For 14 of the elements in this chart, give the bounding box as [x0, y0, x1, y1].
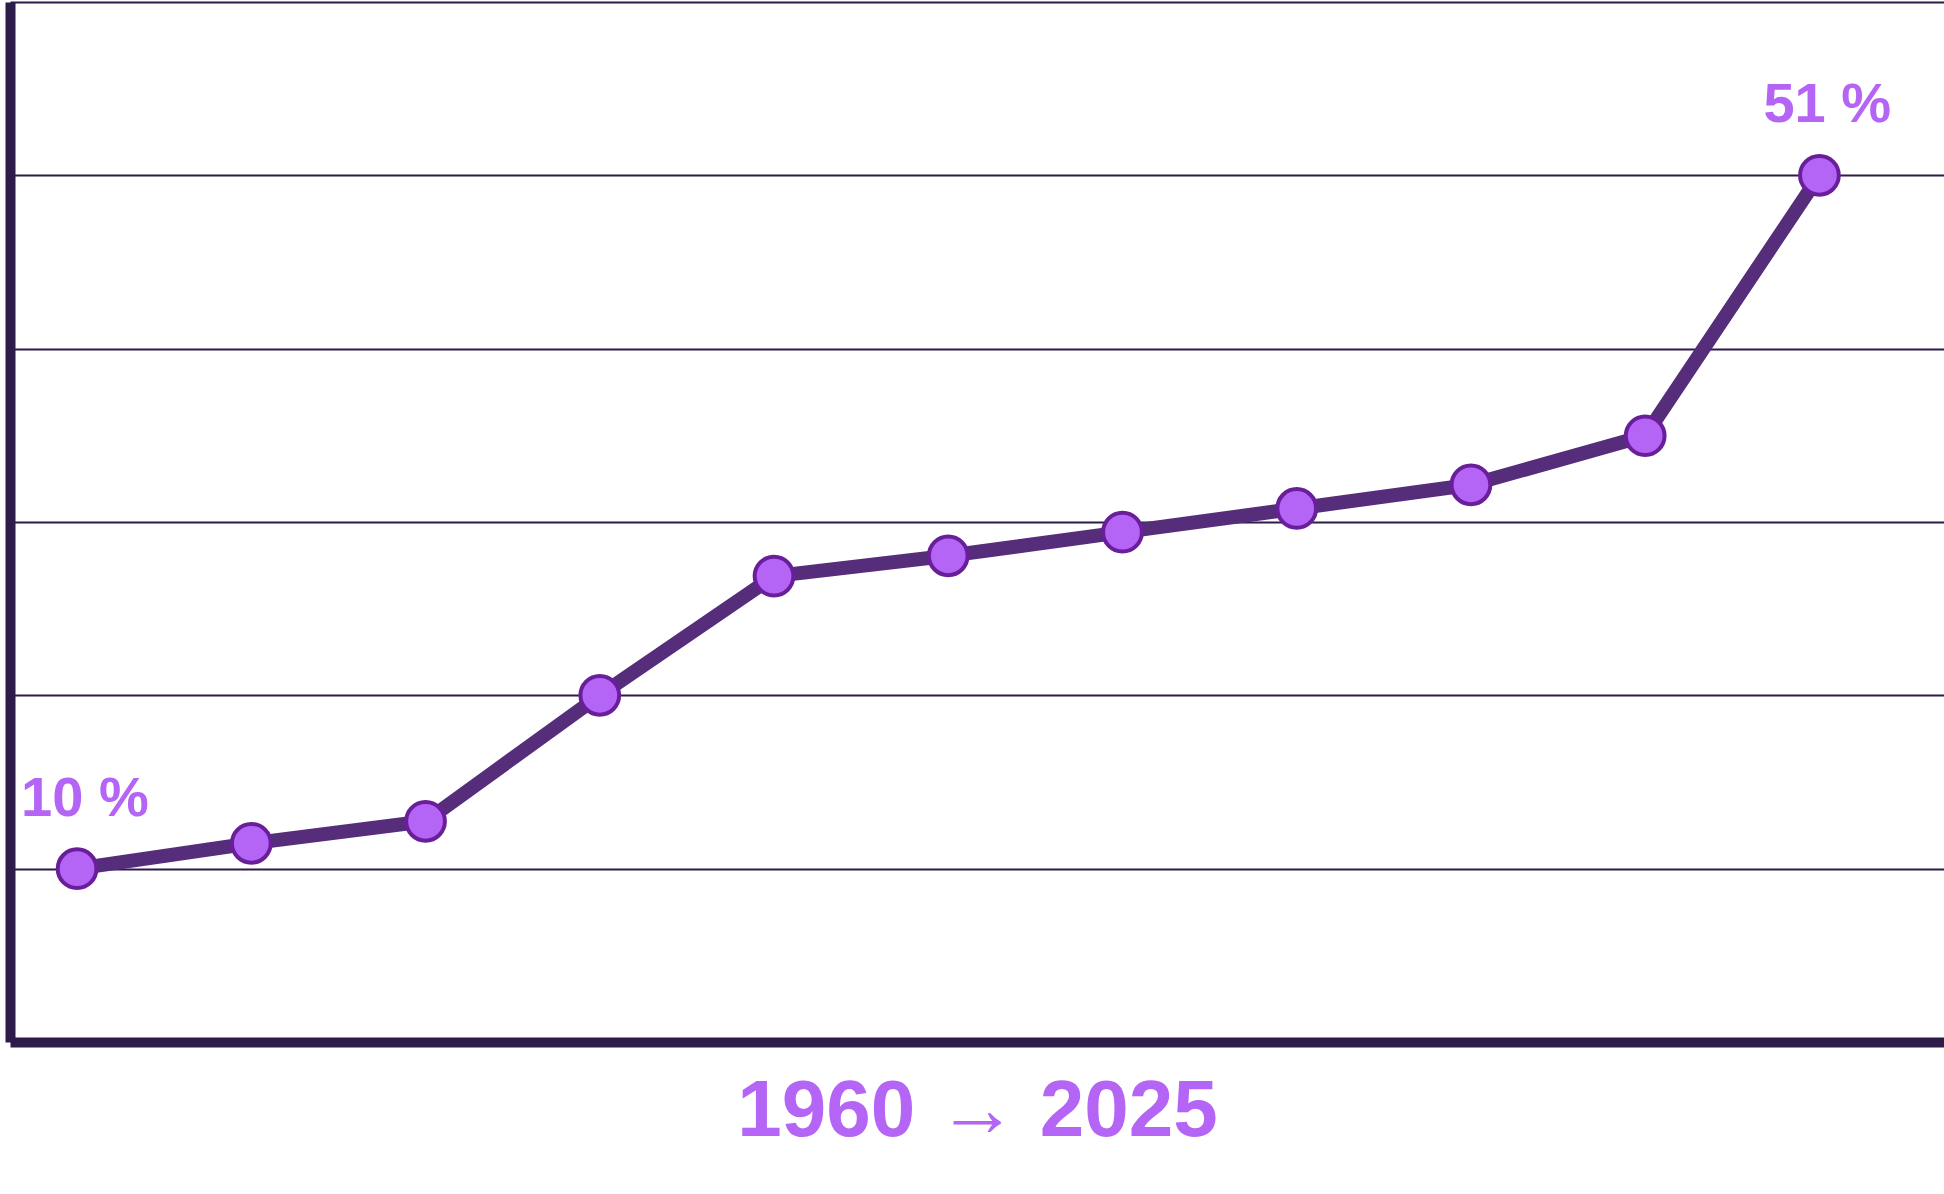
point: [752, 554, 796, 598]
point: [578, 674, 622, 717]
point: [1101, 510, 1144, 554]
point: [1449, 463, 1493, 507]
point: [1798, 154, 1841, 197]
point: [1275, 487, 1319, 530]
data-label: 51 %: [1763, 71, 1892, 135]
point: [1623, 414, 1667, 458]
point: [55, 847, 99, 890]
x-axis-title: 1960 → 2025: [737, 1063, 1218, 1153]
point: [926, 534, 970, 578]
point: [229, 821, 273, 865]
point: [404, 799, 447, 843]
data-label: 10 %: [21, 764, 149, 828]
